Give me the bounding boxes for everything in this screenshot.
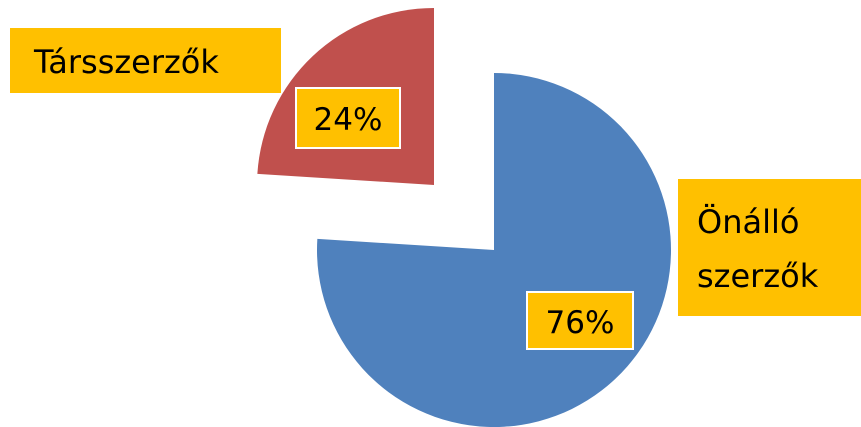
data-label-text: 24% bbox=[314, 102, 383, 138]
data-label-24: 24% bbox=[295, 87, 401, 149]
category-label-line-2: szerzők bbox=[697, 257, 819, 295]
category-label-line-1: Önálló bbox=[697, 203, 799, 241]
category-label-tarsszerzok: Társszerzők bbox=[10, 28, 281, 93]
category-label-onallo-szerzok: Önálló szerzők bbox=[678, 179, 861, 316]
category-label-text: Társszerzők bbox=[33, 43, 219, 81]
data-label-76: 76% bbox=[526, 291, 634, 350]
pie-slices bbox=[257, 8, 671, 427]
data-label-text: 76% bbox=[546, 305, 615, 341]
